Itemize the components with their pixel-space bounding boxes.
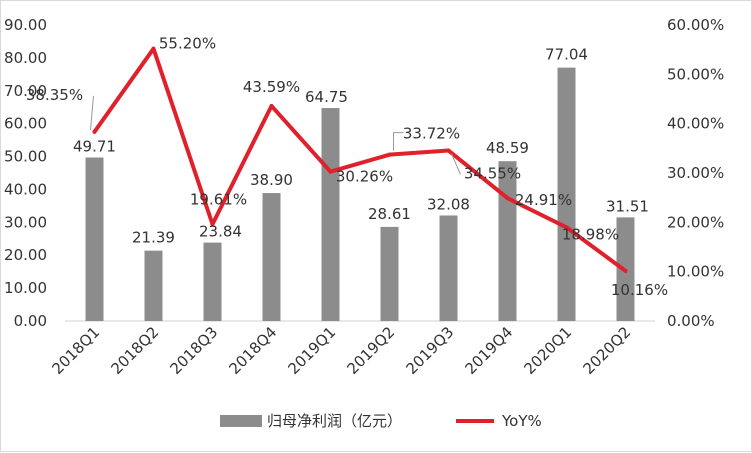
bar-value-label: 32.08 [427, 195, 470, 213]
leader-line [393, 132, 404, 151]
x-tick-label: 2019Q2 [344, 323, 399, 378]
x-tick-label: 2018Q2 [108, 323, 163, 378]
bar-value-label: 23.84 [199, 223, 242, 241]
yoy-value-label: 55.20% [159, 35, 216, 53]
bar [439, 215, 458, 321]
yoy-point [328, 169, 333, 174]
legend-line-label: YoY% [501, 412, 542, 430]
bar [203, 242, 222, 321]
y-left-tick-label: 70.00 [4, 82, 47, 100]
yoy-value-label: 34.55% [464, 165, 521, 183]
yoy-point [446, 148, 451, 153]
legend-bar-swatch [220, 415, 262, 427]
x-tick-label: 2019Q4 [462, 323, 517, 378]
y-right-tick-label: 30.00% [667, 164, 724, 182]
yoy-point [210, 222, 215, 227]
y-left-tick-label: 10.00 [4, 279, 47, 297]
bar [262, 193, 281, 321]
y-left-tick-label: 0.00 [14, 312, 47, 330]
y-left-tick-label: 80.00 [4, 49, 47, 67]
yoy-point [151, 46, 156, 51]
y-right-tick-label: 60.00% [667, 16, 724, 34]
y-left-tick-label: 30.00 [4, 213, 47, 231]
yoy-point [387, 152, 392, 157]
bar-value-label: 28.61 [368, 205, 411, 223]
bar-value-label: 49.71 [73, 138, 116, 156]
x-tick-label: 2020Q1 [521, 323, 576, 378]
leader-line [90, 95, 94, 130]
y-left-tick-label: 50.00 [4, 148, 47, 166]
yoy-point [505, 196, 510, 201]
y-right-tick-label: 40.00% [667, 115, 724, 133]
y-right-tick-label: 0.00% [667, 312, 715, 330]
yoy-point [92, 129, 97, 134]
yoy-point [623, 268, 628, 273]
yoy-value-label: 30.26% [336, 168, 393, 186]
x-tick-label: 2018Q1 [49, 323, 104, 378]
bar-value-label: 31.51 [606, 197, 649, 215]
y-left-tick-label: 40.00 [4, 180, 47, 198]
bar-value-label: 21.39 [132, 229, 175, 247]
yoy-point [269, 103, 274, 108]
y-right-tick-label: 20.00% [667, 213, 724, 231]
yoy-value-label: 33.72% [403, 125, 460, 143]
y-right-tick-label: 50.00% [667, 65, 724, 83]
x-tick-label: 2018Q3 [167, 323, 222, 378]
y-right-tick-label: 10.00% [667, 263, 724, 281]
y-left-tick-label: 20.00 [4, 246, 47, 264]
y-left-tick-label: 60.00 [4, 115, 47, 133]
yoy-line [92, 46, 628, 273]
x-tick-label: 2019Q1 [285, 323, 340, 378]
yoy-value-label: 10.16% [611, 281, 668, 299]
bar [321, 108, 340, 322]
bar-value-label: 64.75 [305, 88, 348, 106]
bar [85, 157, 104, 321]
bar [557, 67, 576, 322]
y-left-tick-label: 90.00 [4, 16, 47, 34]
yoy-value-label: 24.91% [515, 191, 572, 209]
bar-value-label: 48.59 [486, 139, 529, 157]
bar [380, 226, 399, 321]
bar-value-label: 77.04 [545, 46, 588, 64]
yoy-value-label: 43.59% [243, 78, 300, 96]
legend-bar-label: 归母净利润（亿元） [267, 412, 402, 430]
x-tick-label: 2019Q3 [403, 323, 458, 378]
yoy-value-label: 18.98% [562, 225, 619, 243]
bar [498, 161, 517, 321]
yoy-value-label: 38.35% [26, 86, 83, 104]
yoy-value-label: 19.61% [190, 190, 247, 208]
x-tick-label: 2020Q2 [580, 323, 635, 378]
bar-value-label: 38.90 [250, 171, 293, 189]
leader-line [451, 153, 461, 175]
x-tick-label: 2018Q4 [226, 323, 281, 378]
yoy-point [564, 225, 569, 230]
bar [144, 250, 163, 321]
